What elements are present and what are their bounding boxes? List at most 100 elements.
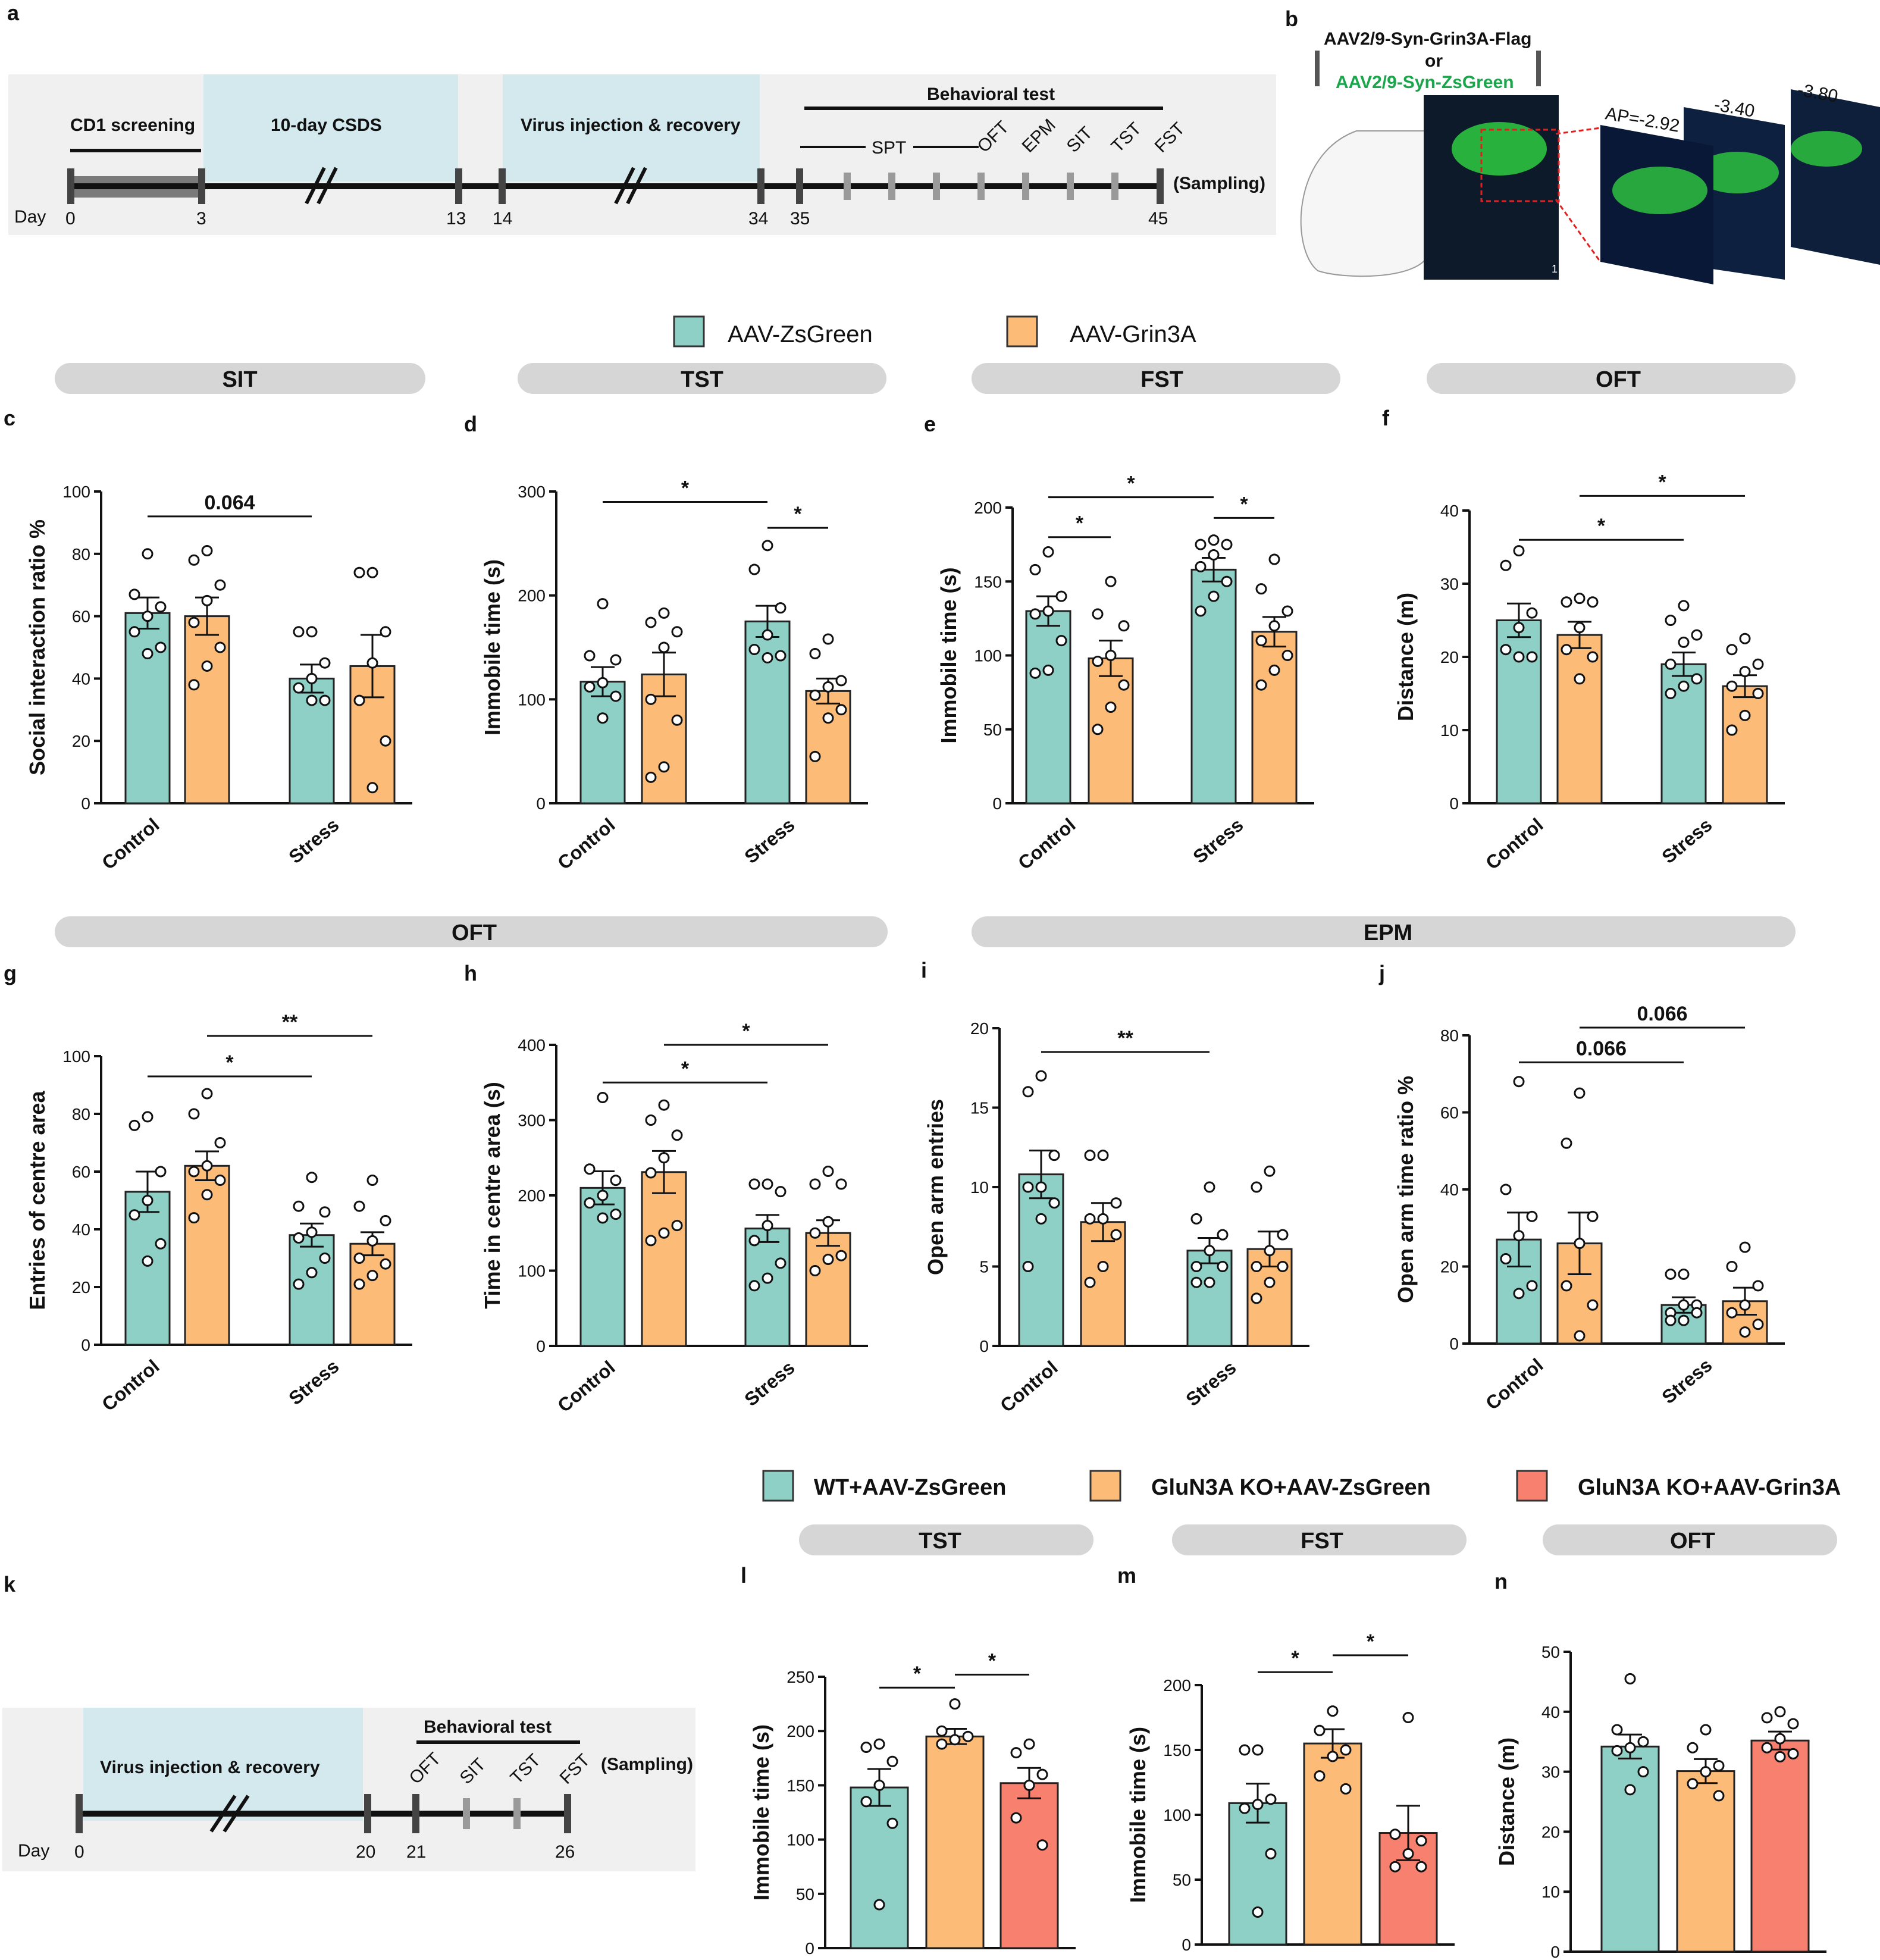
data-point-c-1-5 bbox=[214, 641, 226, 653]
data-point-i-1-5 bbox=[1110, 1229, 1122, 1241]
data-point-j-3-3 bbox=[1739, 1299, 1751, 1311]
data-point-i-3-4 bbox=[1251, 1261, 1262, 1272]
y-tick-label-m-150: 150 bbox=[1163, 1741, 1191, 1759]
data-point-j-3-4 bbox=[1726, 1307, 1738, 1319]
data-point-f-2-0 bbox=[1678, 600, 1690, 612]
data-point-d-3-6 bbox=[822, 712, 834, 724]
data-point-l-1-1 bbox=[936, 1725, 948, 1737]
histology-b: AAV2/9-Syn-Grin3A-Flag or AAV2/9-Syn-ZsG… bbox=[1300, 29, 1880, 284]
data-point-h-2-6 bbox=[762, 1272, 773, 1284]
data-point-e-3-1 bbox=[1255, 583, 1267, 595]
section-3-80-green bbox=[1791, 131, 1862, 167]
data-point-h-0-6 bbox=[597, 1212, 609, 1224]
data-point-e-3-0 bbox=[1268, 553, 1280, 565]
y-tick-label-i-5: 5 bbox=[979, 1258, 989, 1276]
bar-e-2 bbox=[1190, 568, 1237, 804]
day-0: 0 bbox=[65, 209, 76, 228]
data-point-c-2-3 bbox=[306, 672, 318, 684]
data-point-f-2-3 bbox=[1678, 636, 1690, 648]
y-tick-label-e-0: 0 bbox=[992, 794, 1002, 813]
legend-label-ko-zsgreen: GluN3A KO+AAV-ZsGreen bbox=[1151, 1475, 1431, 1500]
data-point-m-1-1 bbox=[1314, 1724, 1326, 1736]
data-point-m-0-5 bbox=[1265, 1848, 1277, 1859]
data-point-m-2-4 bbox=[1389, 1861, 1401, 1873]
data-point-d-0-5 bbox=[610, 690, 622, 702]
data-point-d-2-3 bbox=[762, 629, 773, 641]
data-point-g-2-1 bbox=[293, 1200, 305, 1212]
data-point-n-0-5 bbox=[1637, 1766, 1649, 1778]
data-point-d-1-1 bbox=[645, 616, 657, 628]
pills-row-3: TST FST OFT bbox=[799, 1524, 1837, 1555]
data-point-h-2-0 bbox=[762, 1178, 773, 1190]
y-tick-label-h-200: 200 bbox=[518, 1186, 546, 1205]
y-tick-label-n-0: 0 bbox=[1550, 1943, 1560, 1960]
y-tick-label-g-100: 100 bbox=[62, 1047, 90, 1066]
data-point-f-1-5 bbox=[1587, 651, 1599, 663]
legend-label-zsgreen: AAV-ZsGreen bbox=[728, 321, 873, 347]
panel-label-c: c bbox=[4, 406, 15, 430]
data-point-i-1-3 bbox=[1097, 1213, 1109, 1225]
data-point-f-1-6 bbox=[1574, 673, 1586, 685]
section-3-80 bbox=[1791, 89, 1880, 265]
data-point-d-1-0 bbox=[658, 607, 670, 619]
data-point-l-2-2 bbox=[1036, 1768, 1048, 1780]
pill-fst-2 bbox=[1172, 1524, 1467, 1555]
data-point-g-0-3 bbox=[142, 1195, 153, 1206]
data-point-e-1-3 bbox=[1105, 650, 1117, 661]
data-point-j-3-2 bbox=[1752, 1280, 1764, 1292]
data-point-c-2-5 bbox=[319, 694, 331, 706]
panel-label-n: n bbox=[1494, 1569, 1508, 1593]
inset-line-top bbox=[1555, 127, 1601, 135]
data-point-c-0-4 bbox=[129, 626, 140, 638]
data-point-l-0-1 bbox=[860, 1742, 872, 1754]
data-point-i-0-4 bbox=[1022, 1181, 1034, 1193]
data-point-n-0-6 bbox=[1624, 1784, 1636, 1796]
day-ticks bbox=[67, 168, 1164, 204]
data-point-l-0-0 bbox=[873, 1738, 885, 1750]
data-point-l-2-5 bbox=[1036, 1839, 1048, 1851]
data-point-h-0-4 bbox=[584, 1197, 596, 1209]
data-point-c-0-1 bbox=[129, 588, 140, 600]
data-point-n-2-1 bbox=[1761, 1712, 1773, 1724]
data-point-h-2-4 bbox=[748, 1235, 760, 1247]
y-tick-label-f-10: 10 bbox=[1440, 721, 1459, 740]
data-point-f-0-2 bbox=[1526, 607, 1538, 619]
data-point-g-1-4 bbox=[188, 1166, 200, 1178]
sig-label-l-1: * bbox=[988, 1649, 997, 1672]
data-point-d-3-2 bbox=[835, 675, 847, 687]
y-tick-label-c-20: 20 bbox=[72, 732, 90, 750]
data-point-h-1-6 bbox=[658, 1227, 670, 1239]
data-point-e-3-5 bbox=[1281, 650, 1293, 661]
data-point-i-2-2 bbox=[1217, 1229, 1229, 1241]
data-point-n-0-1 bbox=[1611, 1724, 1623, 1736]
pill-label-epm: EPM bbox=[1364, 920, 1412, 945]
panel-label-e: e bbox=[924, 412, 936, 436]
y-tick-label-m-100: 100 bbox=[1163, 1806, 1191, 1824]
y-tick-label-l-250: 250 bbox=[787, 1668, 814, 1686]
data-point-n-1-2 bbox=[1713, 1760, 1725, 1772]
category-label-e-0: Control bbox=[1014, 814, 1079, 874]
y-tick-label-m-200: 200 bbox=[1163, 1676, 1191, 1695]
data-point-h-2-2 bbox=[775, 1186, 787, 1198]
data-point-m-1-3 bbox=[1327, 1751, 1339, 1762]
chart-n: 0 10 20 30 40 50 Distance (m) bbox=[1494, 1643, 1826, 1960]
pill-tst-2 bbox=[799, 1524, 1093, 1555]
data-point-f-1-3 bbox=[1574, 622, 1586, 634]
data-point-e-2-3 bbox=[1208, 549, 1220, 561]
chart-g: 0 20 40 60 80 100 Entries of centre area Contro… bbox=[25, 1011, 412, 1415]
y-tick-label-l-0: 0 bbox=[805, 1939, 814, 1958]
data-point-f-2-6 bbox=[1678, 680, 1690, 692]
sig-label-m-1: * bbox=[1367, 1630, 1375, 1653]
sampling-label-k: (Sampling) bbox=[601, 1755, 693, 1774]
data-point-d-3-3 bbox=[822, 681, 834, 693]
data-point-m-1-0 bbox=[1327, 1705, 1339, 1717]
chart-j: 0 20 40 60 80 Open arm time ratio % Control Str… bbox=[1393, 1003, 1785, 1414]
data-point-j-2-7 bbox=[1665, 1314, 1677, 1326]
y-axis-label-c: Social interaction ratio % bbox=[25, 519, 49, 775]
data-point-h-3-0 bbox=[822, 1166, 834, 1178]
sig-label-h-0: * bbox=[681, 1057, 690, 1080]
y-tick-label-f-0: 0 bbox=[1449, 794, 1459, 813]
data-point-e-0-0 bbox=[1042, 546, 1054, 558]
data-point-g-3-7 bbox=[353, 1278, 365, 1290]
data-point-h-3-1 bbox=[809, 1178, 821, 1190]
